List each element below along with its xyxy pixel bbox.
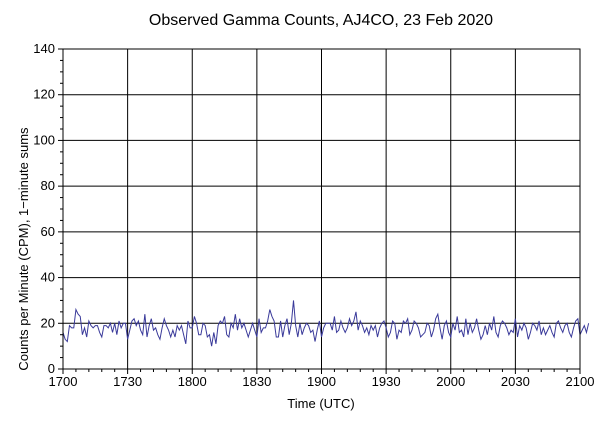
y-tick-label: 80 bbox=[41, 178, 55, 193]
series-layer bbox=[62, 300, 590, 347]
x-tick-label: 1800 bbox=[178, 374, 207, 389]
x-tick-label: 2100 bbox=[566, 374, 595, 389]
chart-title: Observed Gamma Counts, AJ4CO, 23 Feb 202… bbox=[149, 12, 493, 29]
x-axis-label: Time (UTC) bbox=[287, 396, 354, 411]
x-tick-label: 2000 bbox=[436, 374, 465, 389]
y-tick-label: 40 bbox=[41, 270, 55, 285]
y-tick-label: 120 bbox=[33, 87, 55, 102]
x-tick-label: 2030 bbox=[501, 374, 530, 389]
x-tick-label: 1730 bbox=[113, 374, 142, 389]
x-tick-label: 1930 bbox=[372, 374, 401, 389]
y-tick-label: 0 bbox=[48, 361, 55, 376]
y-tick-label: 20 bbox=[41, 315, 55, 330]
grid-layer bbox=[63, 49, 580, 369]
y-tick-label: 100 bbox=[33, 132, 55, 147]
tick-layer: 1700 1730 1800 1830 1900 1930 2000 2030 2100 0 20 4… bbox=[33, 41, 594, 389]
series-line-0 bbox=[62, 300, 590, 347]
y-tick-label: 60 bbox=[41, 224, 55, 239]
x-tick-label: 1700 bbox=[49, 374, 78, 389]
y-tick-label: 140 bbox=[33, 41, 55, 56]
x-tick-label: 1900 bbox=[307, 374, 336, 389]
x-tick-label: 1830 bbox=[242, 374, 271, 389]
y-axis-label: Counts per Minute (CPM), 1−minute sums bbox=[16, 127, 31, 371]
